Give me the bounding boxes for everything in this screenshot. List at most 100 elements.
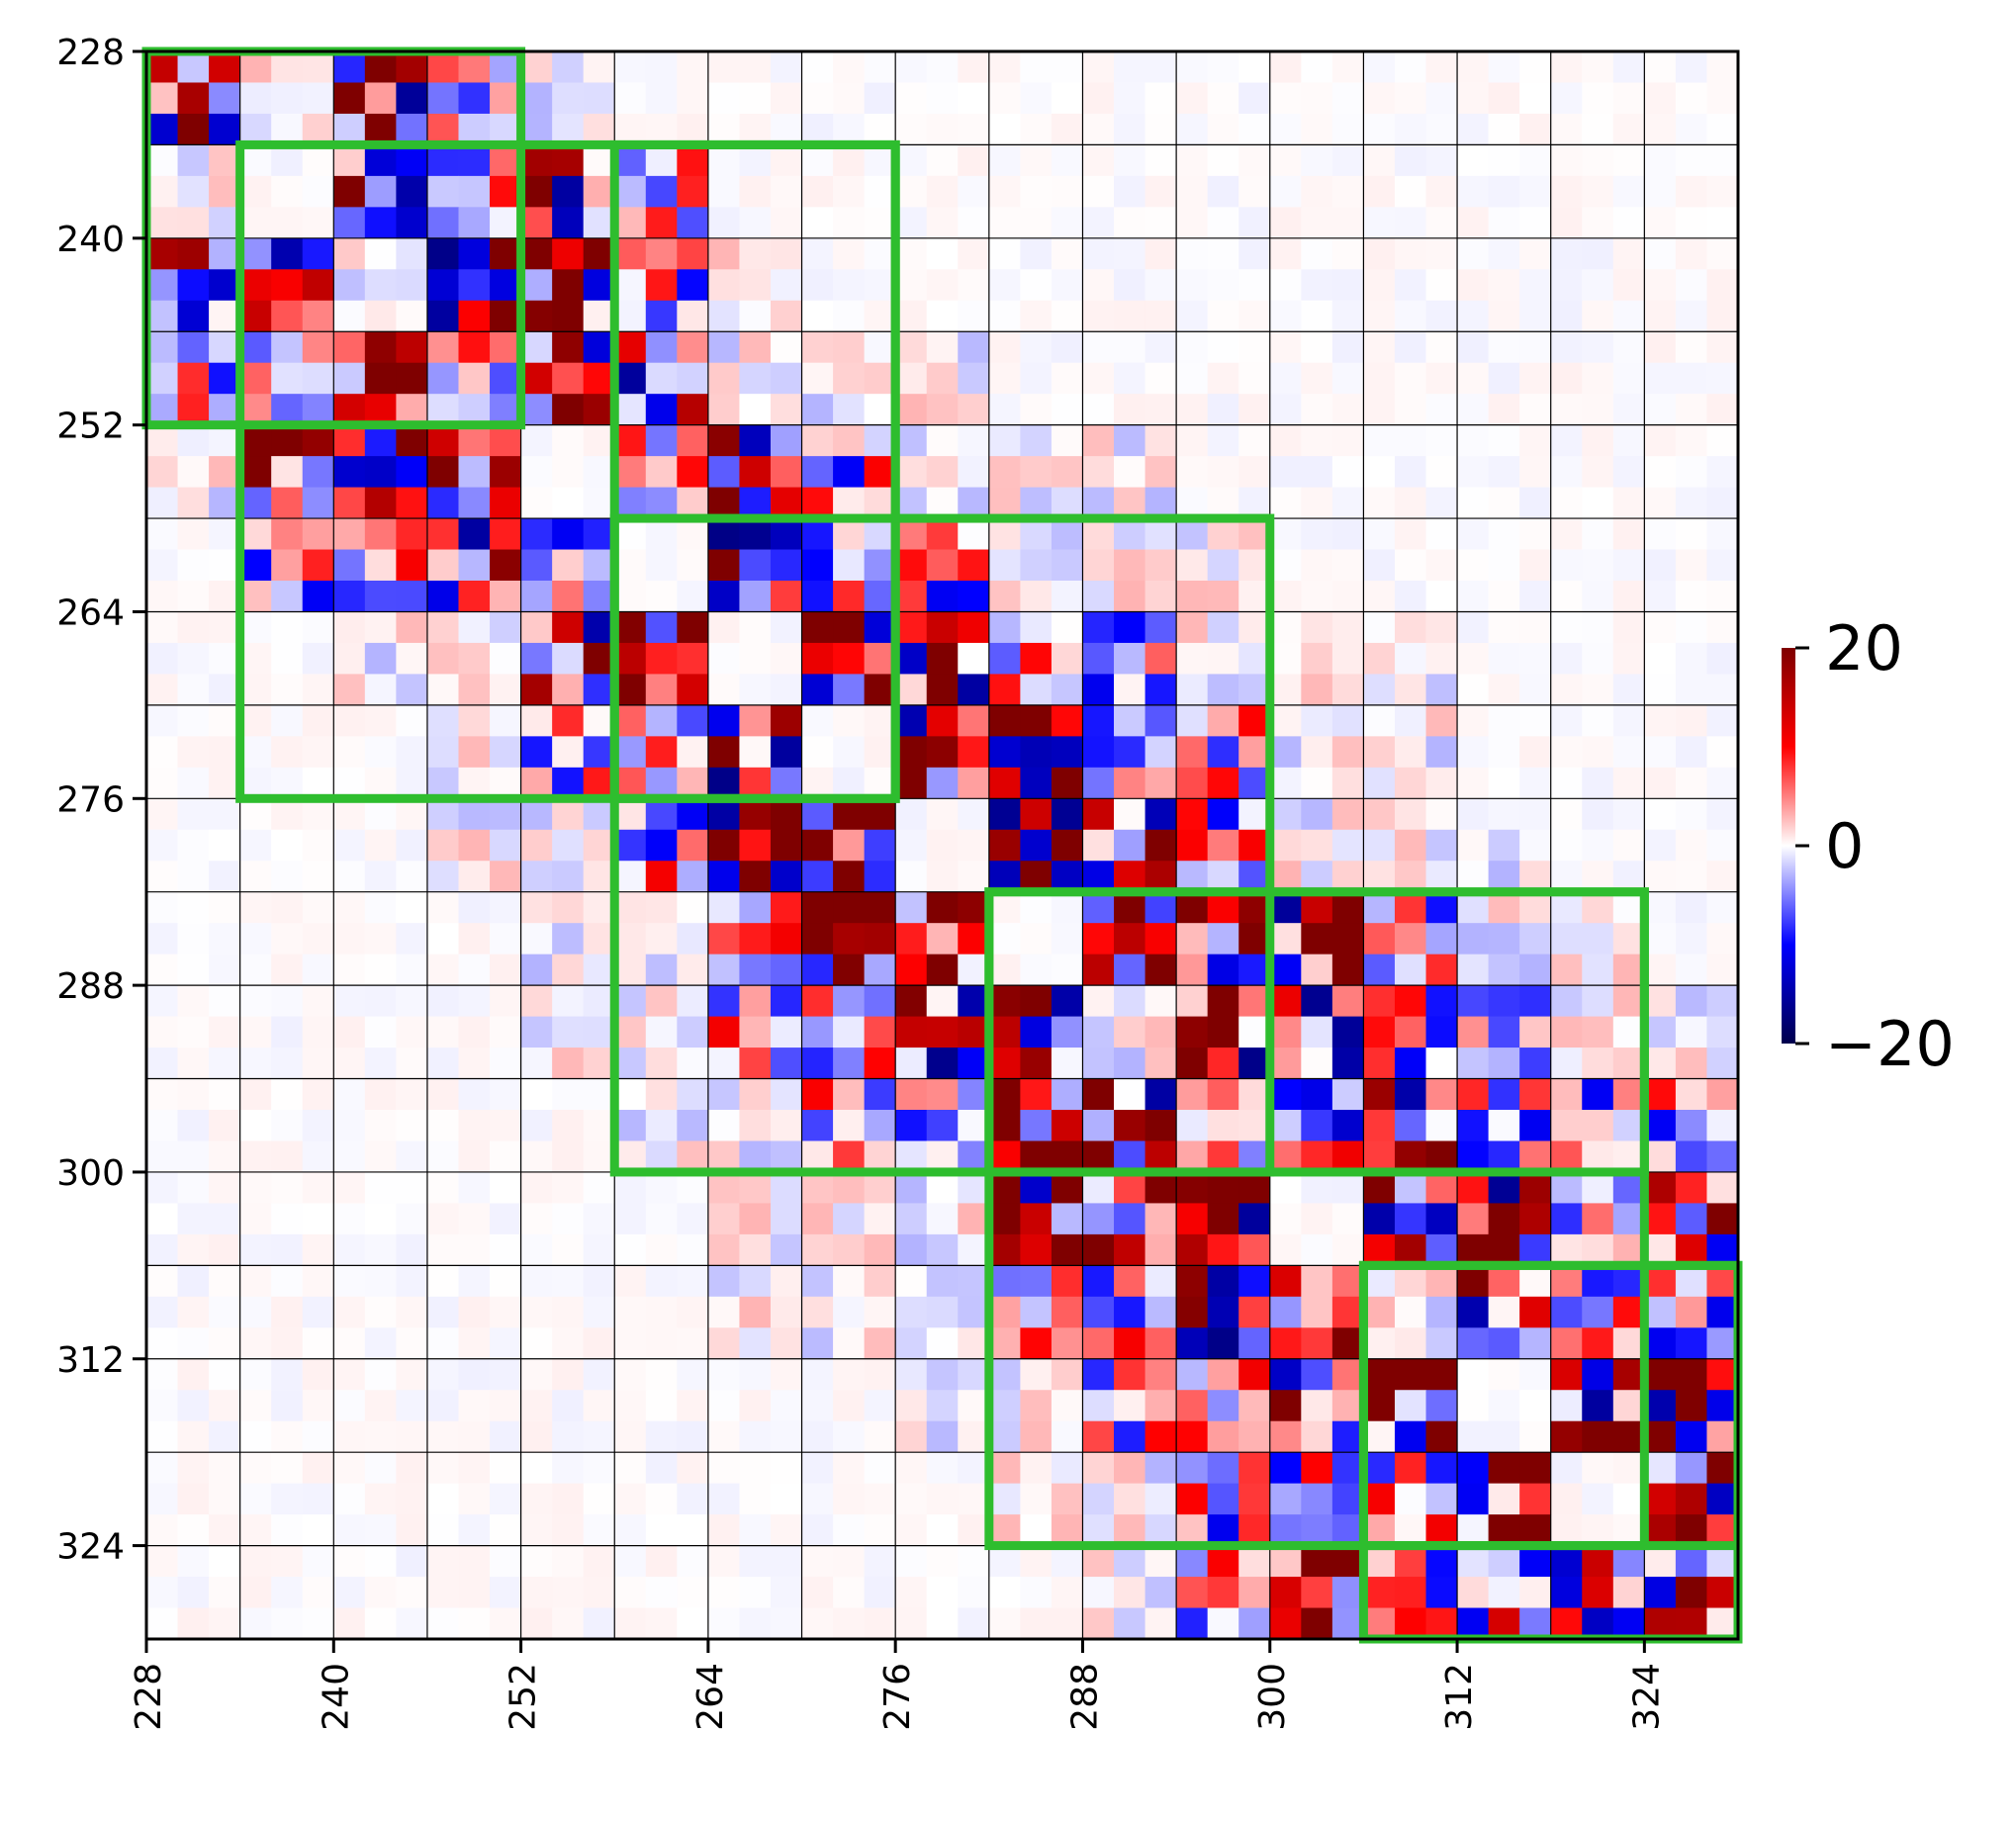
heatmap-cell <box>177 1078 210 1111</box>
heatmap-cell <box>1020 331 1053 364</box>
heatmap-cell <box>1706 1078 1739 1111</box>
heatmap-cell <box>146 829 179 862</box>
heatmap-cell <box>302 674 334 706</box>
heatmap-cell <box>1488 549 1520 582</box>
heatmap-cell <box>1020 1048 1053 1080</box>
heatmap-cell <box>770 1110 803 1142</box>
heatmap-cell <box>333 175 366 208</box>
heatmap-cell <box>458 1420 491 1453</box>
heatmap-cell <box>1269 175 1302 208</box>
heatmap-cell <box>271 736 304 769</box>
heatmap-cell <box>552 1265 585 1298</box>
heatmap-cell <box>1145 767 1177 799</box>
heatmap-cell <box>552 1078 585 1111</box>
heatmap-cell <box>739 424 772 457</box>
heatmap-cell <box>1363 394 1396 426</box>
heatmap-cell <box>490 487 522 519</box>
heatmap-cell <box>1425 1110 1458 1142</box>
heatmap-cell <box>1207 1420 1239 1453</box>
heatmap-cell <box>1082 1078 1115 1111</box>
heatmap-cell <box>1114 767 1146 799</box>
heatmap-cell <box>333 82 366 115</box>
heatmap-cell <box>988 1078 1021 1111</box>
heatmap-cell <box>1082 923 1115 956</box>
heatmap-cell <box>583 456 615 489</box>
heatmap-cell <box>302 518 334 551</box>
heatmap-cell <box>1644 1327 1677 1360</box>
heatmap-cell <box>1269 1140 1302 1173</box>
heatmap-cell <box>1425 113 1458 146</box>
heatmap-cell <box>1145 1048 1177 1080</box>
heatmap-cell <box>302 175 334 208</box>
heatmap-cell <box>364 549 397 582</box>
heatmap-cell <box>1488 113 1520 146</box>
heatmap-cell <box>1020 1420 1053 1453</box>
heatmap-cell <box>1207 487 1239 519</box>
heatmap-cell <box>645 394 678 426</box>
heatmap-cell <box>1425 82 1458 115</box>
heatmap-cell <box>1176 1140 1209 1173</box>
heatmap-cell <box>1519 954 1552 986</box>
heatmap-cell <box>333 237 366 270</box>
heatmap-cell <box>677 1358 709 1391</box>
heatmap-cell <box>895 1265 928 1298</box>
heatmap-cell <box>1331 861 1365 893</box>
heatmap-cell <box>1301 1110 1333 1142</box>
heatmap-cell <box>209 1327 241 1360</box>
heatmap-cell <box>614 736 647 769</box>
heatmap-cell <box>1425 207 1458 239</box>
heatmap-cell <box>739 300 772 332</box>
heatmap-cell <box>864 704 896 737</box>
heatmap-cell <box>1519 487 1552 519</box>
heatmap-cell <box>146 798 179 831</box>
heatmap-cell <box>707 1016 741 1048</box>
heatmap-cell <box>614 861 647 893</box>
heatmap-cell <box>1612 861 1645 893</box>
heatmap-cell <box>988 736 1021 769</box>
heatmap-cell <box>614 1110 647 1142</box>
heatmap-cell <box>1644 1048 1677 1080</box>
heatmap-cell <box>958 1514 990 1547</box>
heatmap-cell <box>1675 1110 1708 1142</box>
heatmap-cell <box>614 82 647 115</box>
heatmap-cell <box>1612 642 1645 676</box>
heatmap-cell <box>926 954 959 986</box>
heatmap-cell <box>677 1452 709 1485</box>
heatmap-cell <box>1114 829 1146 862</box>
heatmap-cell <box>1082 331 1115 364</box>
heatmap-cell <box>1207 1483 1239 1515</box>
heatmap-cell <box>645 1358 678 1391</box>
heatmap-cell <box>458 798 491 831</box>
heatmap-cell <box>1612 487 1645 519</box>
heatmap-cell <box>364 954 397 986</box>
heatmap-cell <box>1301 704 1333 737</box>
heatmap-cell <box>1114 207 1146 239</box>
heatmap-cell <box>1363 704 1396 737</box>
heatmap-cell <box>614 51 647 84</box>
heatmap-cell <box>1269 300 1302 332</box>
heatmap-cell <box>1051 1296 1084 1328</box>
heatmap-cell <box>958 985 990 1018</box>
heatmap-cell <box>958 954 990 986</box>
heatmap-cell <box>833 736 866 769</box>
heatmap-cell <box>926 1483 959 1515</box>
heatmap-cell <box>1519 1203 1552 1235</box>
heatmap-cell <box>146 1420 179 1453</box>
heatmap-cell <box>1145 1233 1177 1266</box>
heatmap-cell <box>333 1420 366 1453</box>
heatmap-cell <box>739 736 772 769</box>
heatmap-cell <box>614 207 647 239</box>
heatmap-cell <box>1051 581 1084 613</box>
heatmap-cell <box>1612 1016 1645 1048</box>
heatmap-cell <box>1176 767 1209 799</box>
heatmap-cell <box>1612 424 1645 457</box>
heatmap-cell <box>958 704 990 737</box>
heatmap-cell <box>1269 1016 1302 1048</box>
heatmap-cell <box>583 891 615 924</box>
heatmap-cell <box>801 1016 834 1048</box>
heatmap-cell <box>1675 82 1708 115</box>
heatmap-cell <box>520 113 553 146</box>
heatmap-cell <box>426 518 460 551</box>
heatmap-cell <box>1301 829 1333 862</box>
heatmap-cell <box>864 456 896 489</box>
